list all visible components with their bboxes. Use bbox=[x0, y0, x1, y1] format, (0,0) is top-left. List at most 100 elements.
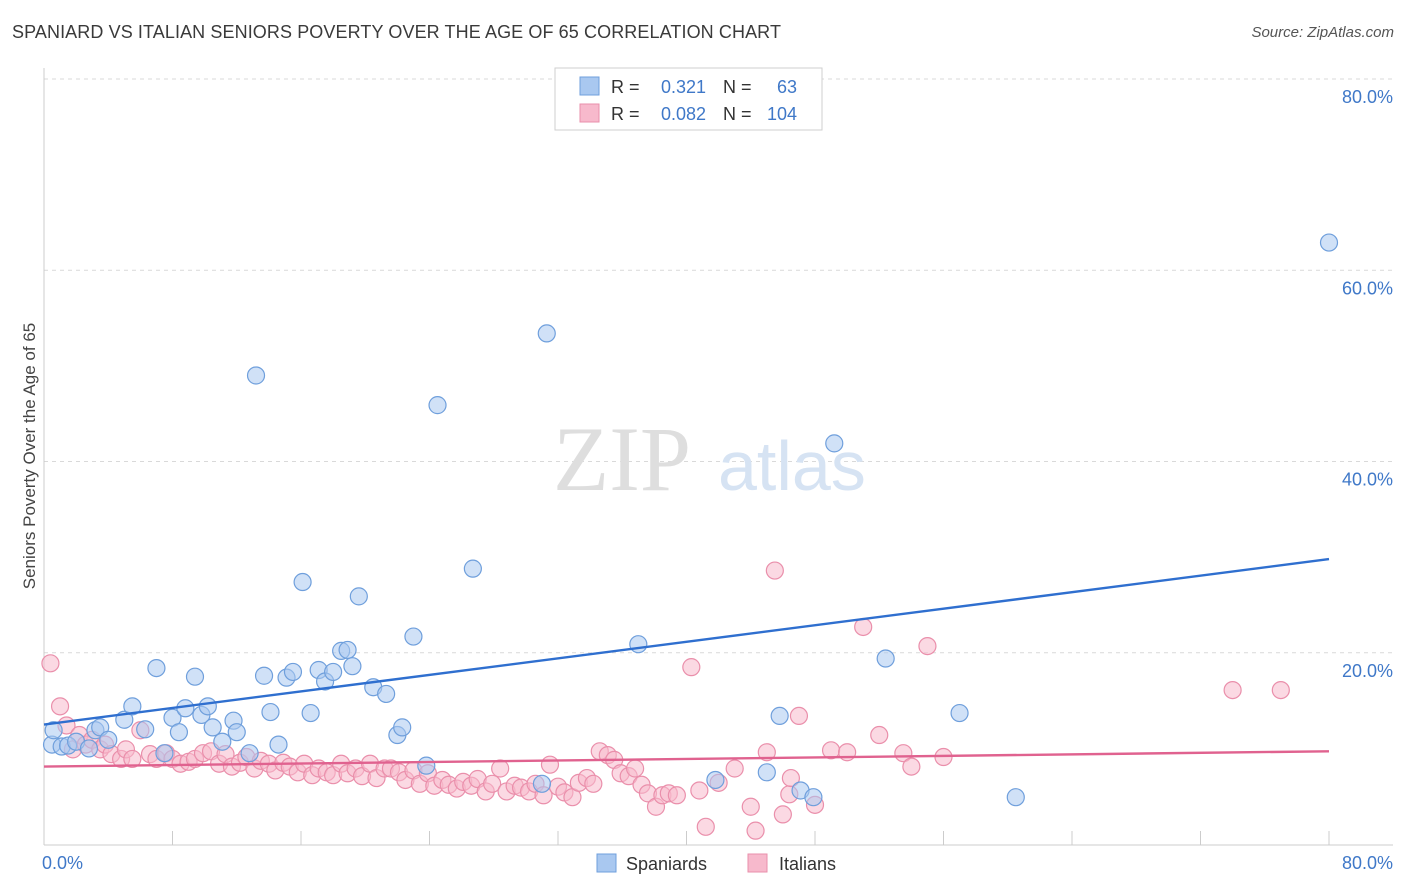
italian-point bbox=[757, 743, 776, 762]
spaniard-point bbox=[246, 366, 266, 385]
italian-point bbox=[50, 697, 70, 716]
y-tick-label-80: 80.0% bbox=[1342, 87, 1393, 107]
y-axis-label: Seniors Poverty Over the Age of 65 bbox=[20, 323, 39, 589]
stats-n-value-spaniards: 63 bbox=[777, 77, 797, 97]
italian-point bbox=[123, 749, 142, 769]
spaniard-point bbox=[876, 649, 895, 668]
y-tick-label-40: 40.0% bbox=[1342, 470, 1393, 490]
spaniard-point bbox=[269, 735, 288, 754]
italian-point bbox=[781, 768, 801, 788]
trend-lines bbox=[43, 557, 1330, 768]
series-legend: Spaniards Italians bbox=[596, 853, 836, 874]
stats-legend: R = 0.321 N = 63 R = 0.082 N = 104 bbox=[554, 67, 823, 131]
stats-swatch-spaniards bbox=[579, 76, 600, 96]
italian-point bbox=[773, 805, 792, 824]
stats-swatch-italians bbox=[579, 103, 600, 123]
spaniard-point bbox=[417, 756, 436, 775]
spaniard-point bbox=[240, 744, 259, 763]
stats-n-value-italians: 104 bbox=[767, 104, 797, 124]
spaniard-point bbox=[293, 572, 312, 592]
spaniard-point bbox=[349, 587, 368, 606]
spaniard-point bbox=[99, 730, 118, 749]
spaniard-point bbox=[301, 703, 320, 723]
y-tick-label-20: 20.0% bbox=[1342, 661, 1393, 681]
spaniard-point bbox=[629, 635, 648, 654]
spaniard-point bbox=[825, 434, 844, 453]
spaniard-point bbox=[770, 706, 789, 726]
spaniard-point bbox=[213, 732, 232, 751]
italian-point bbox=[1223, 680, 1242, 700]
spaniard-point bbox=[169, 723, 189, 742]
italian-point bbox=[483, 774, 502, 793]
italian-point bbox=[690, 781, 709, 800]
italian-point bbox=[491, 759, 510, 778]
spaniard-point bbox=[44, 721, 63, 740]
italian-point bbox=[696, 817, 715, 836]
italian-point bbox=[725, 759, 744, 778]
italian-point bbox=[918, 636, 937, 656]
legend-swatch-spaniards bbox=[596, 853, 617, 873]
spaniard-point bbox=[706, 770, 725, 790]
italian-point bbox=[667, 786, 686, 805]
spaniards-points bbox=[42, 233, 1339, 807]
spaniard-point bbox=[1006, 788, 1025, 807]
spaniard-point bbox=[950, 703, 969, 723]
watermark: ZIP atlas bbox=[553, 408, 866, 510]
spaniard-point bbox=[537, 324, 556, 343]
italian-point bbox=[682, 658, 701, 677]
legend-label-spaniards: Spaniards bbox=[626, 854, 707, 874]
italian-trend-line bbox=[43, 750, 1330, 768]
italian-point bbox=[746, 821, 765, 840]
italian-point bbox=[41, 654, 60, 673]
spaniard-point bbox=[147, 658, 166, 678]
italian-point bbox=[902, 757, 921, 776]
italian-point bbox=[789, 706, 809, 726]
spaniard-point bbox=[324, 662, 343, 682]
chart-title: SPANIARD VS ITALIAN SENIORS POVERTY OVER… bbox=[12, 22, 782, 42]
axes bbox=[43, 68, 1393, 846]
x-tick-label-min: 0.0% bbox=[42, 853, 83, 873]
spaniard-point bbox=[804, 788, 823, 807]
italian-point bbox=[584, 774, 603, 793]
spaniard-point bbox=[532, 774, 552, 793]
stats-n-label-spaniards: N = bbox=[723, 77, 752, 97]
spaniard-point bbox=[136, 720, 155, 739]
italian-point bbox=[1271, 680, 1290, 700]
italian-point bbox=[741, 797, 760, 816]
spaniard-point bbox=[393, 718, 412, 737]
spaniard-point bbox=[123, 697, 142, 716]
spaniard-point bbox=[338, 640, 357, 660]
y-tick-label-60: 60.0% bbox=[1342, 278, 1393, 298]
legend-label-italians: Italians bbox=[779, 854, 836, 874]
spaniard-point bbox=[757, 763, 776, 782]
source-label: Source: ZipAtlas.com bbox=[1251, 24, 1394, 41]
x-tick-label-max: 80.0% bbox=[1342, 853, 1393, 873]
stats-r-value-italians: 0.082 bbox=[661, 104, 706, 124]
spaniard-point bbox=[1319, 233, 1339, 252]
spaniard-point bbox=[377, 684, 396, 704]
spaniard-point bbox=[404, 627, 423, 646]
spaniard-point bbox=[155, 744, 174, 763]
italian-point bbox=[765, 561, 784, 580]
spaniard-point bbox=[254, 666, 274, 685]
spaniard-point bbox=[203, 718, 222, 737]
spaniard-point bbox=[185, 667, 205, 686]
spaniard-point bbox=[261, 702, 280, 722]
legend-swatch-italians bbox=[747, 853, 768, 873]
y-tick-labels: 20.0% 40.0% 60.0% 80.0% bbox=[1342, 87, 1393, 681]
spaniard-point bbox=[463, 559, 482, 578]
spaniard-point bbox=[198, 697, 217, 716]
gridlines bbox=[44, 78, 1393, 654]
spaniard-point bbox=[343, 657, 362, 676]
spaniard-point bbox=[283, 662, 303, 682]
spaniard-trend-line bbox=[43, 557, 1330, 726]
watermark-atlas: atlas bbox=[718, 427, 866, 505]
spaniard-point bbox=[428, 396, 447, 415]
stats-r-label-italians: R = bbox=[611, 104, 640, 124]
italian-point bbox=[625, 759, 645, 778]
watermark-zip: ZIP bbox=[553, 408, 691, 510]
x-ticks bbox=[172, 831, 1330, 845]
spaniard-point bbox=[79, 739, 99, 758]
stats-r-label-spaniards: R = bbox=[611, 77, 640, 97]
italian-point bbox=[540, 755, 560, 774]
